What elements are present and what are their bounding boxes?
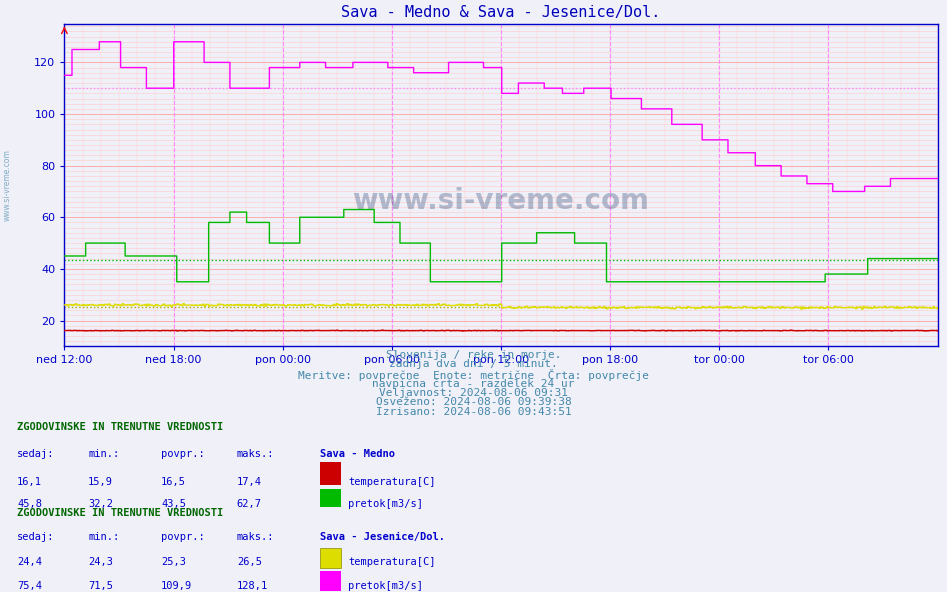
Text: zadnja dva dni / 5 minut.: zadnja dva dni / 5 minut. [389,359,558,369]
Text: 62,7: 62,7 [237,498,261,509]
Text: ZGODOVINSKE IN TRENUTNE VREDNOSTI: ZGODOVINSKE IN TRENUTNE VREDNOSTI [17,422,223,432]
Text: 128,1: 128,1 [237,581,268,591]
Text: min.:: min.: [88,532,119,542]
Text: Veljavnost: 2024-08-06 09:31: Veljavnost: 2024-08-06 09:31 [379,388,568,398]
Text: 71,5: 71,5 [88,581,113,591]
Bar [320,571,341,591]
Text: 25,3: 25,3 [161,557,186,567]
Bar [320,548,341,568]
Title: Sava - Medno & Sava - Jesenice/Dol.: Sava - Medno & Sava - Jesenice/Dol. [341,5,661,20]
Text: 16,5: 16,5 [161,477,186,487]
Text: 24,4: 24,4 [17,557,42,567]
Text: www.si-vreme.com: www.si-vreme.com [352,187,650,215]
Text: Osveženo: 2024-08-06 09:39:38: Osveženo: 2024-08-06 09:39:38 [376,397,571,407]
Text: www.si-vreme.com: www.si-vreme.com [3,149,12,221]
Text: povpr.:: povpr.: [161,532,205,542]
Bar [320,488,341,507]
Text: sedaj:: sedaj: [17,532,55,542]
Text: ZGODOVINSKE IN TRENUTNE VREDNOSTI: ZGODOVINSKE IN TRENUTNE VREDNOSTI [17,507,223,517]
Text: temperatura[C]: temperatura[C] [348,477,436,487]
Text: Izrisano: 2024-08-06 09:43:51: Izrisano: 2024-08-06 09:43:51 [376,407,571,417]
Text: 109,9: 109,9 [161,581,192,591]
Text: 75,4: 75,4 [17,581,42,591]
Text: pretok[m3/s]: pretok[m3/s] [348,581,423,591]
Text: 24,3: 24,3 [88,557,113,567]
Text: Slovenija / reke in morje.: Slovenija / reke in morje. [385,350,562,360]
Text: Sava - Jesenice/Dol.: Sava - Jesenice/Dol. [320,532,445,542]
Text: 43,5: 43,5 [161,498,186,509]
Text: min.:: min.: [88,449,119,459]
Text: maks.:: maks.: [237,449,275,459]
Text: 15,9: 15,9 [88,477,113,487]
Text: 26,5: 26,5 [237,557,261,567]
Text: temperatura[C]: temperatura[C] [348,557,436,567]
Text: 17,4: 17,4 [237,477,261,487]
Text: Sava - Medno: Sava - Medno [320,449,395,459]
Text: pretok[m3/s]: pretok[m3/s] [348,498,423,509]
Text: 16,1: 16,1 [17,477,42,487]
Text: Meritve: povprečne  Enote: metrične  Črta: povprečje: Meritve: povprečne Enote: metrične Črta:… [298,369,649,381]
Text: maks.:: maks.: [237,532,275,542]
Text: povpr.:: povpr.: [161,449,205,459]
Text: sedaj:: sedaj: [17,449,55,459]
Bar [320,462,341,485]
Text: 32,2: 32,2 [88,498,113,509]
Text: navpična črta - razdelek 24 ur: navpična črta - razdelek 24 ur [372,378,575,389]
Text: 45,8: 45,8 [17,498,42,509]
